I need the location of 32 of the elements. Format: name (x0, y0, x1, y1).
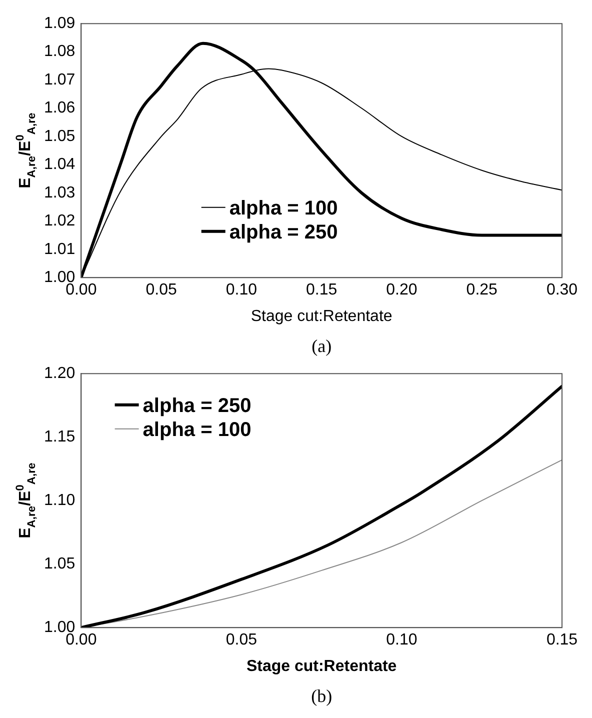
x-tick-label: 0.05 (146, 282, 177, 299)
y-tick-label: 1.20 (44, 365, 76, 382)
x-tick-label: 0.10 (226, 282, 258, 299)
x-tick-label: 0.20 (386, 282, 418, 299)
legend-label: alpha = 100 (142, 418, 252, 441)
y-tick-label: 1.02 (44, 212, 76, 230)
y-tick-label: 1.08 (44, 43, 76, 60)
y-tick-label: 1.05 (44, 128, 76, 145)
x-axis-title: Stage cut:Retentate (250, 308, 392, 325)
legend-label: alpha = 250 (142, 394, 252, 417)
x-tick-label: 0.15 (306, 282, 338, 299)
y-tick-label: 1.04 (44, 156, 76, 174)
text: (b) (311, 686, 332, 706)
x-tick-label: 0.15 (546, 632, 578, 649)
x-axis-title: Stage cut:Retentate (246, 658, 397, 675)
x-tick-label: 0.10 (386, 632, 418, 649)
y-axis-title: EA,re/E0A,re (14, 112, 38, 188)
x-tick-label: 0.25 (466, 282, 498, 299)
x-tick-label: 0.05 (226, 632, 258, 649)
y-axis-title: EA,re/E0A,re (14, 462, 38, 538)
y-tick-label: 1.15 (44, 428, 76, 446)
x-tick-label: 0.30 (546, 282, 578, 299)
y-tick-label: 1.06 (44, 100, 76, 117)
y-tick-label: 1.05 (44, 556, 76, 573)
y-tick-label: 1.10 (44, 492, 76, 510)
y-tick-label: 1.03 (44, 184, 76, 202)
y-tick-label: 1.07 (44, 71, 76, 88)
y-tick-label: 1.01 (44, 240, 76, 258)
text: (a) (312, 336, 332, 356)
legend-label: alpha = 250 (229, 221, 338, 244)
y-tick-label: 1.09 (44, 15, 76, 32)
legend-label: alpha = 100 (229, 197, 338, 220)
